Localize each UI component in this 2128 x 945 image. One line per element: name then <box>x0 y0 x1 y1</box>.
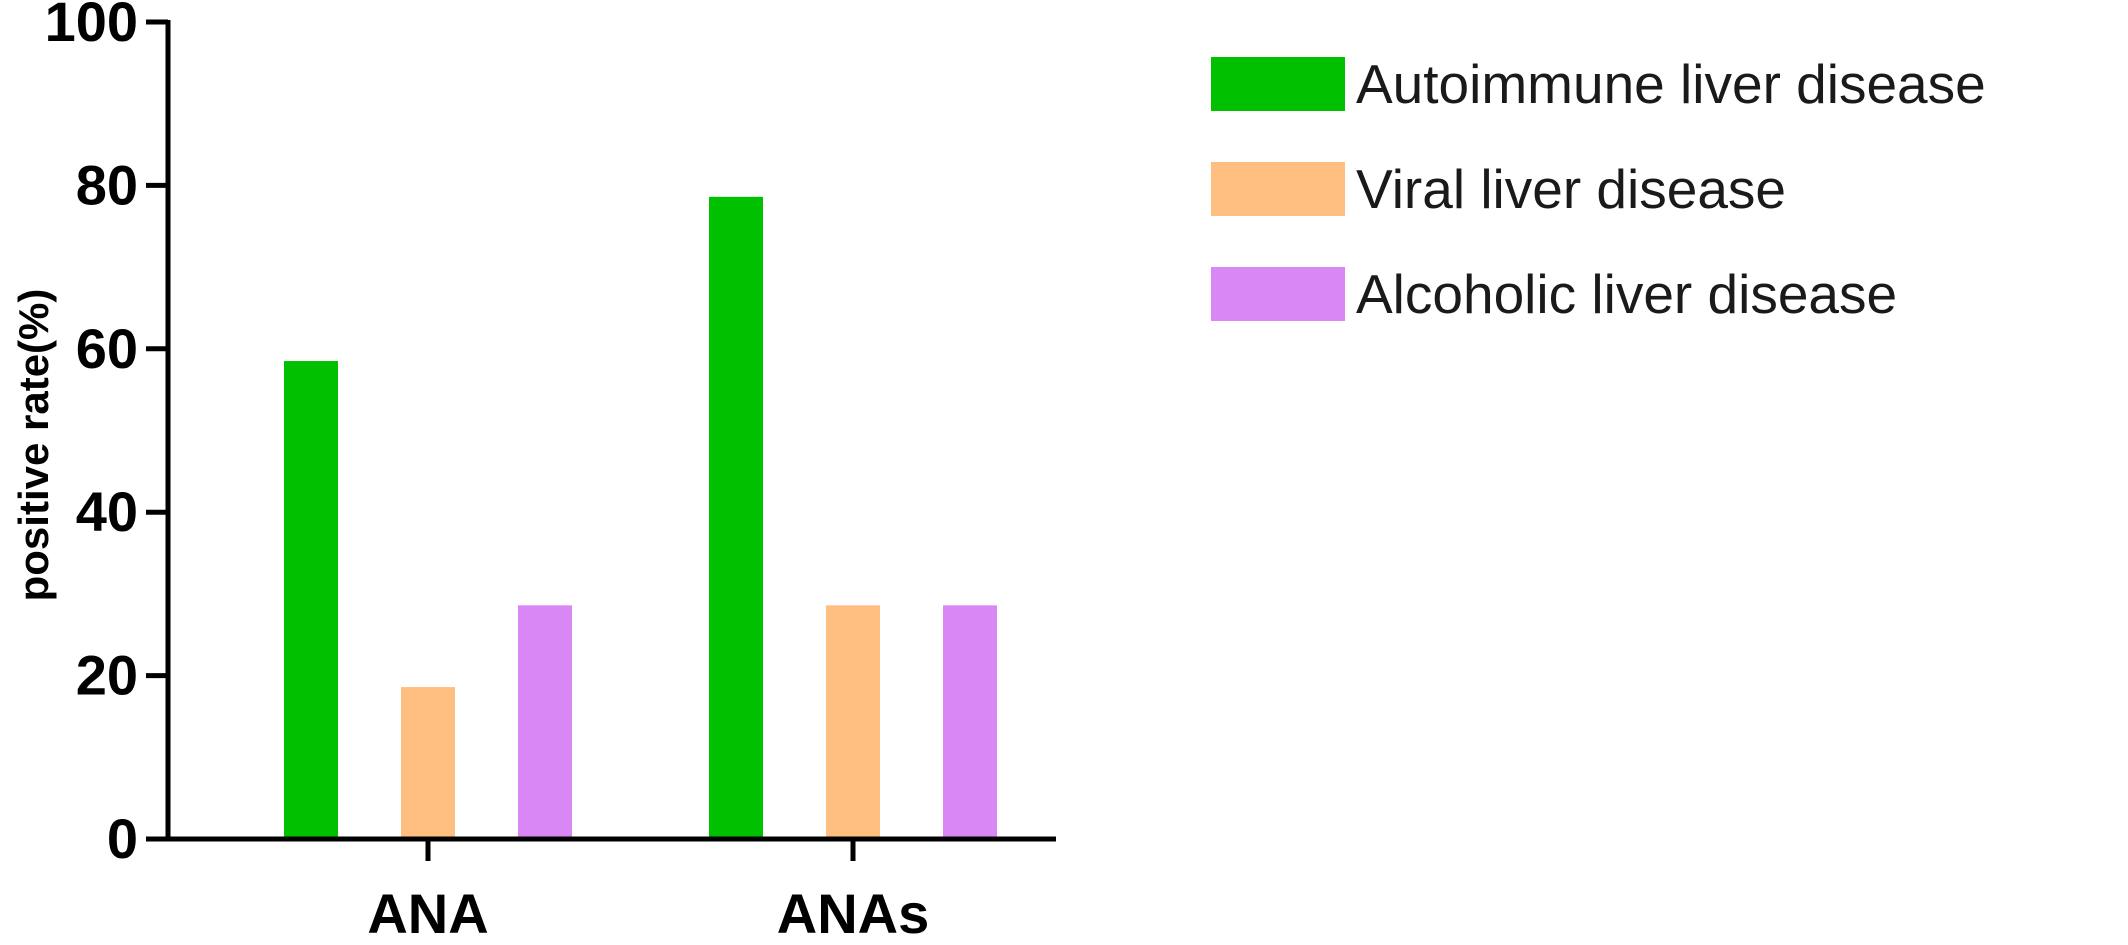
plot-area <box>284 196 997 839</box>
legend: Autoimmune liver disease Viral liver dise… <box>1211 53 1986 325</box>
bar-autoimmune-liver-disease-anas <box>709 196 763 839</box>
legend-swatch <box>1211 162 1345 216</box>
bar-autoimmune-liver-disease-ana <box>284 361 338 839</box>
legend-swatch <box>1211 267 1345 321</box>
bar-viral-liver-disease-ana <box>401 687 455 839</box>
bar-alcoholic-liver-disease-anas <box>943 605 997 839</box>
y-tick-label: 100 <box>45 0 138 53</box>
legend-label: Autoimmune liver disease <box>1356 53 1986 115</box>
bar-viral-liver-disease-anas <box>826 605 880 839</box>
y-tick-label: 0 <box>107 807 138 870</box>
legend-label: Viral liver disease <box>1356 158 1786 220</box>
x-tick-label: ANA <box>367 882 488 945</box>
y-tick-label: 40 <box>76 480 138 543</box>
y-tick-label: 80 <box>76 153 138 216</box>
y-tick-label: 60 <box>76 317 138 380</box>
axes: 0 20 40 60 80 100 ANA ANAs <box>45 0 1056 945</box>
x-tick-label: ANAs <box>777 882 929 945</box>
legend-label: Alcoholic liver disease <box>1356 263 1897 325</box>
y-tick-label: 20 <box>76 644 138 707</box>
y-axis-title: positive rate(%) <box>10 289 57 602</box>
bar-alcoholic-liver-disease-ana <box>518 605 572 839</box>
legend-swatch <box>1211 57 1345 111</box>
